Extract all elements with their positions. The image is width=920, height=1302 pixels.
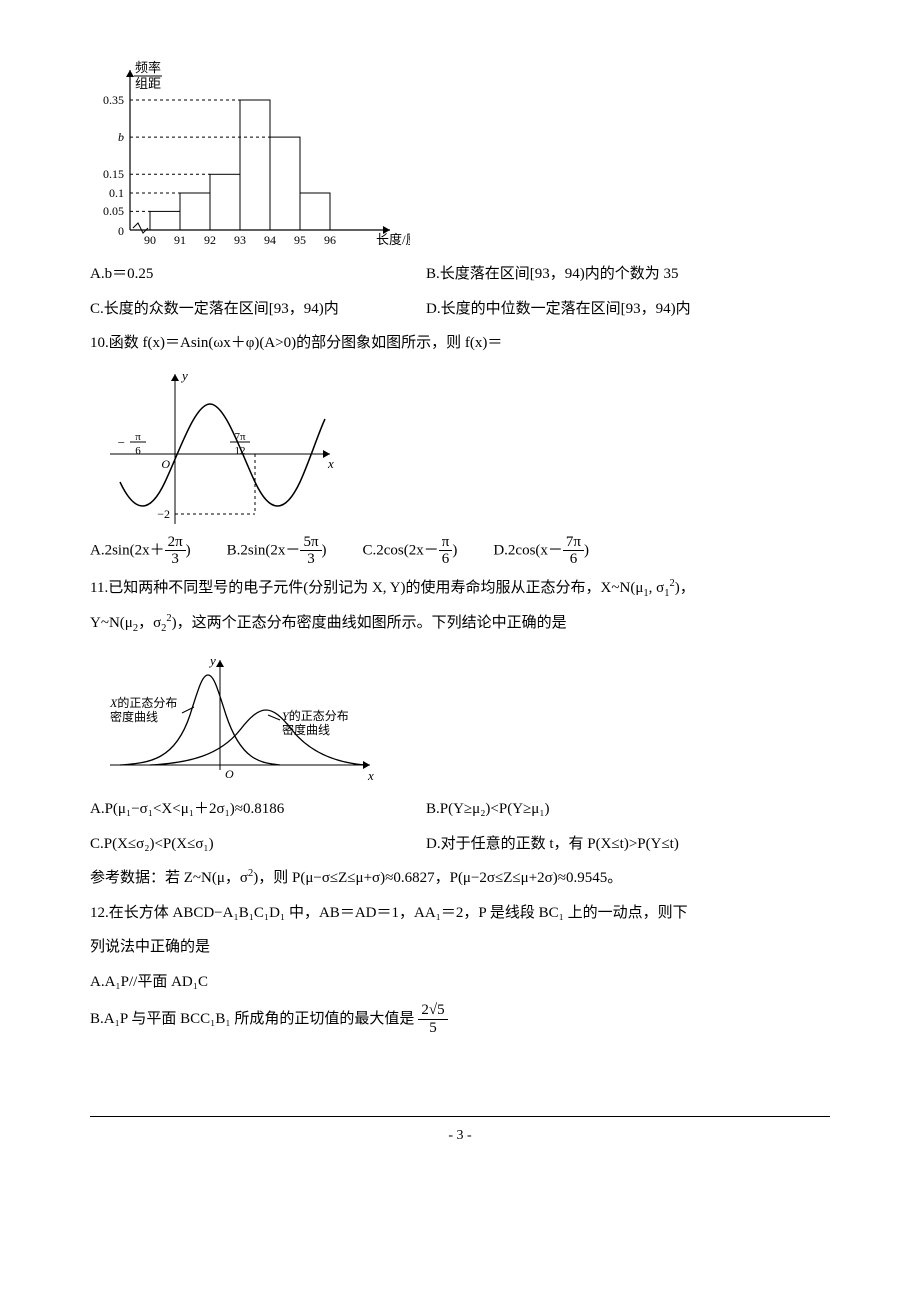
svg-text:O: O <box>161 457 170 471</box>
svg-text:x: x <box>367 768 374 783</box>
q12-opt-a: A.A₁P//平面 AD₁C <box>90 968 830 997</box>
svg-text:O: O <box>225 767 234 781</box>
q11-opt-d: D.对于任意的正数 t，有 P(X≤t)>P(Y≤t) <box>426 830 679 859</box>
q9-histogram: 频率 组距 0.35 b 0.15 0.1 0.05 0 90 91 92 93… <box>90 60 830 260</box>
page-number: - 3 - <box>90 1116 830 1150</box>
svg-text:0.1: 0.1 <box>109 186 124 200</box>
svg-text:b: b <box>118 130 124 144</box>
svg-text:93: 93 <box>234 233 246 247</box>
svg-text:−2: −2 <box>157 507 170 521</box>
q11-stem-1: 11.已知两种不同型号的电子元件(分别记为 X, Y)的使用寿命均服从正态分布，… <box>90 574 830 604</box>
q10-stem: 10.函数 f(x)＝Asin(ωx＋φ)(A>0)的部分图象如图所示，则 f(… <box>90 329 830 358</box>
q11-opt-a: A.P(μ₁−σ₁<X<μ₁＋2σ₁)≈0.8186 <box>90 795 390 824</box>
svg-text:91: 91 <box>174 233 186 247</box>
svg-text:密度曲线: 密度曲线 <box>110 709 158 724</box>
q12-stem-2: 列说法中正确的是 <box>90 933 830 962</box>
svg-text:96: 96 <box>324 233 336 247</box>
svg-text:0.15: 0.15 <box>103 167 124 181</box>
q10-opt-b: B.2sin(2x－5π3) <box>227 534 327 568</box>
q10-number: 10. <box>90 335 109 351</box>
q10-opt-c: C.2cos(2x－π6) <box>363 534 458 568</box>
q11-stem-2: Y~N(μ2，σ22)，这两个正态分布密度曲线如图所示。下列结论中正确的是 <box>90 609 830 639</box>
svg-text:Y的正态分布: Y的正态分布 <box>282 708 349 723</box>
q12-stem-1: 12.在长方体 ABCD−A₁B₁C₁D₁ 中，AB＝AD＝1，AA₁＝2，P … <box>90 899 830 928</box>
q12-opt-b: B.A₁P 与平面 BCC₁B₁ 所成角的正切值的最大值是 2√5 5 <box>90 1002 830 1036</box>
q10-opt-a: A.2sin(2x＋2π3) <box>90 534 191 568</box>
svg-text:0.35: 0.35 <box>103 93 124 107</box>
svg-text:y: y <box>208 653 216 668</box>
svg-text:0.05: 0.05 <box>103 204 124 218</box>
svg-text:90: 90 <box>144 233 156 247</box>
svg-text:95: 95 <box>294 233 306 247</box>
svg-text:6: 6 <box>135 445 141 457</box>
svg-text:长度/厘米: 长度/厘米 <box>376 232 410 247</box>
q10-text: 函数 f(x)＝Asin(ωx＋φ)(A>0)的部分图象如图所示，则 f(x)＝ <box>109 335 503 351</box>
svg-text:π: π <box>135 431 141 443</box>
q9-opt-d: D.长度的中位数一定落在区间[93，94)内 <box>426 295 691 324</box>
q11-ref: 参考数据：若 Z~N(μ，σ2)，则 P(μ−σ≤Z≤μ+σ)≈0.6827，P… <box>90 864 830 893</box>
svg-text:0: 0 <box>118 224 124 238</box>
svg-text:频率: 频率 <box>135 60 161 75</box>
svg-text:组距: 组距 <box>135 76 161 91</box>
q9-opt-b: B.长度落在区间[93，94)内的个数为 35 <box>426 260 679 289</box>
q10-opt-d: D.2cos(x－7π6) <box>493 534 589 568</box>
svg-text:−: − <box>118 435 125 450</box>
svg-text:92: 92 <box>204 233 216 247</box>
q9-opt-a: A.b＝0.25 <box>90 260 390 289</box>
q9-opt-c: C.长度的众数一定落在区间[93，94)内 <box>90 295 390 324</box>
q11-graph: y x O X的正态分布 密度曲线 Y的正态分布 密度曲线 <box>90 645 830 795</box>
q11-opt-b: B.P(Y≥μ₂)<P(Y≥μ₁) <box>426 795 550 824</box>
svg-text:94: 94 <box>264 233 276 247</box>
svg-text:y: y <box>180 368 188 383</box>
svg-text:x: x <box>327 456 334 471</box>
q10-graph: y x O π 6 − 7π 12 −2 <box>90 364 830 534</box>
svg-text:7π: 7π <box>234 431 246 443</box>
svg-text:X的正态分布: X的正态分布 <box>109 695 177 710</box>
svg-text:12: 12 <box>235 445 246 457</box>
q11-opt-c: C.P(X≤σ₂)<P(X≤σ₁) <box>90 830 390 859</box>
svg-text:密度曲线: 密度曲线 <box>282 722 330 737</box>
